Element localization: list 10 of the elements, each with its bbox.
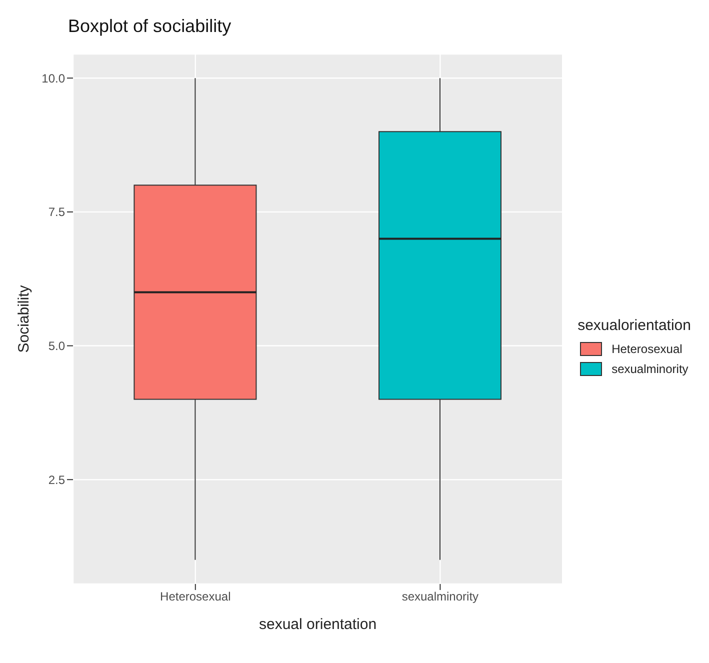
- y-tick-label: 10.0: [42, 71, 66, 86]
- y-tick-label: 7.5: [48, 205, 66, 220]
- legend-title: sexualorientation: [578, 316, 691, 334]
- chart-title: Boxplot of sociability: [67, 15, 232, 38]
- y-tick-label: 5.0: [48, 339, 66, 354]
- y-axis-title: Sociability: [15, 284, 32, 353]
- legend-label: Heterosexual: [612, 342, 682, 356]
- y-tick-label: 2.5: [48, 472, 66, 487]
- legend-label: sexualminority: [612, 362, 688, 376]
- x-axis-title: sexual orientation: [259, 616, 377, 633]
